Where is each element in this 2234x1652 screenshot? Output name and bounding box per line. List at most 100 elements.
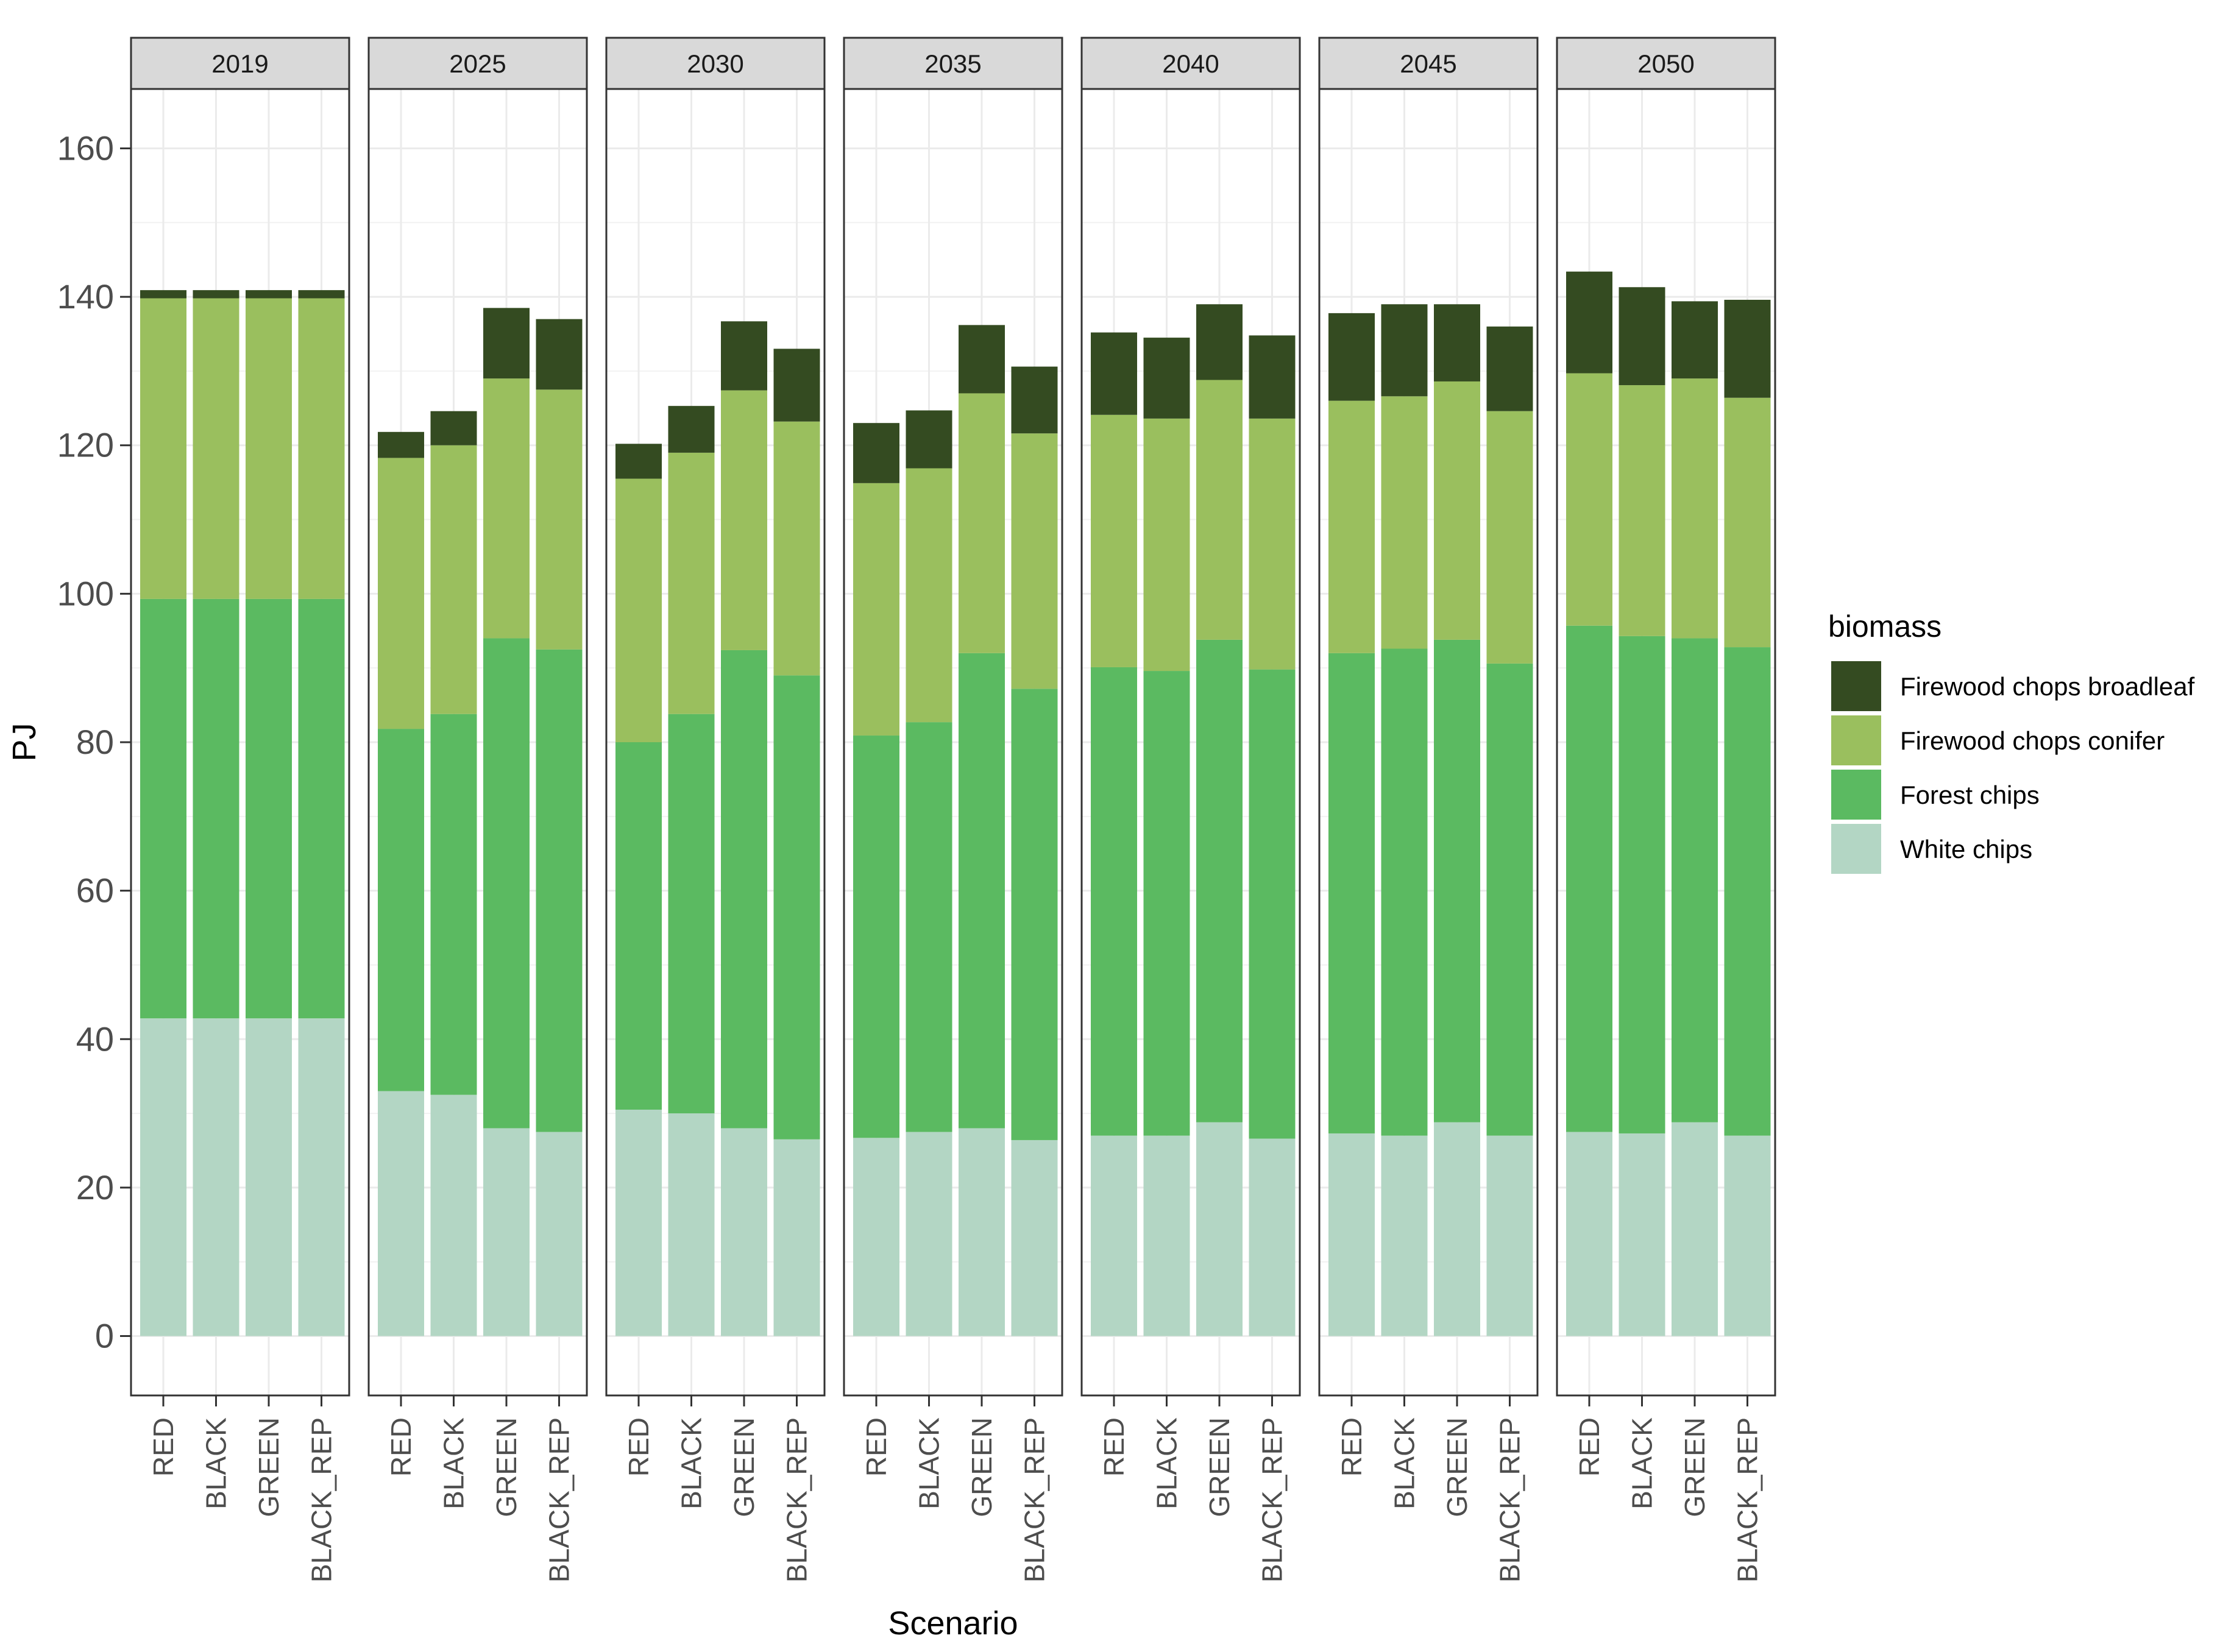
legend-key-firewood-chops-broadleaf bbox=[1831, 661, 1881, 711]
bar-segment-forest-chips-2030-red bbox=[615, 742, 662, 1110]
bar-segment-white-chips-2050-green bbox=[1672, 1122, 1718, 1336]
bar-segment-white-chips-2040-black-rep bbox=[1249, 1138, 1296, 1336]
bar-segment-forest-chips-2050-black-rep bbox=[1724, 647, 1771, 1136]
legend-key-forest-chips bbox=[1831, 770, 1881, 820]
panel-border bbox=[843, 88, 1063, 1397]
bar-segment-firewood-chops-conifer-2040-black-rep bbox=[1249, 418, 1296, 670]
legend-key-firewood-chops-conifer bbox=[1831, 715, 1881, 765]
facet-panel-2050: 2050 RED BLACK GREEN BLACK_REP bbox=[1556, 37, 1776, 1583]
bar-segment-firewood-chops-broadleaf-2035-black bbox=[906, 410, 952, 469]
bar-segment-firewood-chops-broadleaf-2019-black bbox=[193, 290, 239, 299]
bar-segment-firewood-chops-broadleaf-2030-red bbox=[615, 444, 662, 479]
bar-segment-forest-chips-2040-red bbox=[1091, 667, 1137, 1136]
bar-segment-forest-chips-2040-green bbox=[1196, 639, 1243, 1122]
bar-segment-white-chips-2035-black-rep bbox=[1011, 1140, 1058, 1336]
bar-segment-white-chips-2030-red bbox=[615, 1110, 662, 1336]
bar-segment-forest-chips-2040-black bbox=[1143, 671, 1190, 1136]
bar-segment-forest-chips-2030-green bbox=[721, 650, 767, 1129]
legend-label-firewood-chops-conifer: Firewood chops conifer bbox=[1900, 726, 2165, 755]
x-tick-label: BLACK bbox=[438, 1417, 470, 1509]
bar-segment-firewood-chops-conifer-2050-black-rep bbox=[1724, 397, 1771, 648]
bar-segment-firewood-chops-broadleaf-2045-black-rep bbox=[1486, 326, 1533, 411]
bar-segment-firewood-chops-conifer-2035-black bbox=[906, 468, 952, 723]
facet-strip-label: 2030 bbox=[687, 49, 743, 78]
bar-segment-forest-chips-2050-red bbox=[1566, 625, 1612, 1132]
bar-segment-firewood-chops-broadleaf-2025-black bbox=[430, 411, 477, 445]
bar-segment-white-chips-2025-red bbox=[378, 1091, 424, 1336]
bar-segment-firewood-chops-broadleaf-2035-red bbox=[853, 423, 899, 483]
bar-segment-firewood-chops-conifer-2025-red bbox=[378, 458, 424, 729]
panel-border bbox=[605, 88, 826, 1397]
facet-strip-label: 2019 bbox=[211, 49, 268, 78]
facet-strip bbox=[1556, 37, 1776, 90]
bar-segment-white-chips-2030-black bbox=[668, 1113, 715, 1336]
legend: biomass Firewood chops broadleaf Firewood… bbox=[1828, 609, 2195, 874]
facet-panel-2025: 2025 RED BLACK GREEN BLACK_REP bbox=[367, 37, 588, 1583]
bar-segment-firewood-chops-broadleaf-2025-red bbox=[378, 431, 424, 458]
bar-segment-forest-chips-2035-red bbox=[853, 736, 899, 1138]
bar-segment-firewood-chops-broadleaf-2045-green bbox=[1434, 304, 1480, 381]
facet-panel-2045: 2045 RED BLACK GREEN BLACK_REP bbox=[1318, 37, 1539, 1583]
bar-segment-firewood-chops-conifer-2040-black bbox=[1143, 418, 1190, 672]
bar-segment-white-chips-2035-green bbox=[959, 1128, 1005, 1336]
y-tick-label: 60 bbox=[76, 871, 114, 910]
bar-segment-firewood-chops-conifer-2030-black-rep bbox=[773, 421, 820, 676]
x-tick-label: RED bbox=[860, 1417, 892, 1477]
bar-segment-firewood-chops-broadleaf-2045-red bbox=[1328, 313, 1375, 401]
bar-segment-firewood-chops-broadleaf-2025-black-rep bbox=[536, 319, 583, 390]
facet-strip-label: 2035 bbox=[924, 49, 981, 78]
facet-strip-label: 2045 bbox=[1400, 49, 1456, 78]
bar-segment-firewood-chops-broadleaf-2040-red bbox=[1091, 332, 1137, 415]
x-tick-label: GREEN bbox=[1679, 1417, 1711, 1517]
facet-strip-label: 2040 bbox=[1162, 49, 1219, 78]
bar-segment-firewood-chops-broadleaf-2019-green bbox=[246, 290, 292, 299]
y-tick-label: 140 bbox=[57, 277, 114, 316]
bar-segment-white-chips-2045-green bbox=[1434, 1122, 1480, 1336]
bar-segment-firewood-chops-conifer-2019-black bbox=[193, 298, 239, 599]
bar-segment-forest-chips-2045-black-rep bbox=[1486, 663, 1533, 1136]
bar-segment-white-chips-2045-black bbox=[1381, 1135, 1428, 1336]
x-tick-label: GREEN bbox=[1204, 1417, 1235, 1517]
bar-segment-white-chips-2040-red bbox=[1091, 1135, 1137, 1336]
bar-segment-forest-chips-2035-black-rep bbox=[1011, 689, 1058, 1140]
bar-segment-firewood-chops-conifer-2045-black-rep bbox=[1486, 411, 1533, 664]
bar-segment-firewood-chops-broadleaf-2040-green bbox=[1196, 304, 1243, 380]
legend-key-white-chips bbox=[1831, 824, 1881, 874]
facet-panel-2030: 2030 RED BLACK GREEN BLACK_REP bbox=[605, 37, 826, 1583]
bar-segment-white-chips-2025-black bbox=[430, 1094, 477, 1336]
bar-segment-white-chips-2025-green bbox=[483, 1128, 530, 1336]
bar-segment-forest-chips-2035-green bbox=[959, 653, 1005, 1129]
bar-segment-white-chips-2019-black bbox=[193, 1018, 239, 1336]
x-tick-label: RED bbox=[1098, 1417, 1130, 1477]
y-tick-label: 20 bbox=[76, 1168, 114, 1207]
legend-label-white-chips: White chips bbox=[1900, 835, 2032, 863]
bar-segment-firewood-chops-conifer-2025-black bbox=[430, 445, 477, 714]
x-tick-label: BLACK_REP bbox=[306, 1417, 338, 1583]
bar-segment-firewood-chops-broadleaf-2025-green bbox=[483, 308, 530, 379]
y-tick-label: 120 bbox=[57, 426, 114, 464]
bar-segment-firewood-chops-broadleaf-2050-red bbox=[1566, 271, 1612, 374]
panel-border bbox=[1556, 88, 1776, 1397]
bar-segment-white-chips-2025-black-rep bbox=[536, 1132, 583, 1336]
bar-segment-white-chips-2050-black bbox=[1619, 1133, 1665, 1336]
bar-segment-firewood-chops-broadleaf-2050-black-rep bbox=[1724, 299, 1771, 398]
facet-strip-label: 2050 bbox=[1637, 49, 1694, 78]
x-tick-label: BLACK_REP bbox=[1019, 1417, 1051, 1583]
bar-segment-white-chips-2040-green bbox=[1196, 1122, 1243, 1336]
bar-segment-firewood-chops-conifer-2030-green bbox=[721, 390, 767, 650]
bar-segment-firewood-chops-broadleaf-2050-green bbox=[1672, 301, 1718, 379]
x-tick-label: RED bbox=[385, 1417, 417, 1477]
x-tick-label: BLACK_REP bbox=[1732, 1417, 1764, 1583]
bar-segment-forest-chips-2050-green bbox=[1672, 638, 1718, 1122]
bar-segment-firewood-chops-broadleaf-2030-black-rep bbox=[773, 349, 820, 422]
bar-segment-forest-chips-2019-black bbox=[193, 598, 239, 1019]
bar-segment-white-chips-2040-black bbox=[1143, 1135, 1190, 1336]
x-tick-label: BLACK_REP bbox=[1257, 1417, 1288, 1583]
bar-segment-forest-chips-2019-black-rep bbox=[298, 598, 345, 1019]
bar-segment-forest-chips-2019-red bbox=[140, 598, 186, 1019]
panel-border bbox=[1318, 88, 1539, 1397]
bar-segment-firewood-chops-conifer-2025-black-rep bbox=[536, 389, 583, 650]
x-tick-label: GREEN bbox=[1441, 1417, 1473, 1517]
x-tick-label: GREEN bbox=[728, 1417, 760, 1517]
bar-segment-forest-chips-2025-black-rep bbox=[536, 649, 583, 1132]
